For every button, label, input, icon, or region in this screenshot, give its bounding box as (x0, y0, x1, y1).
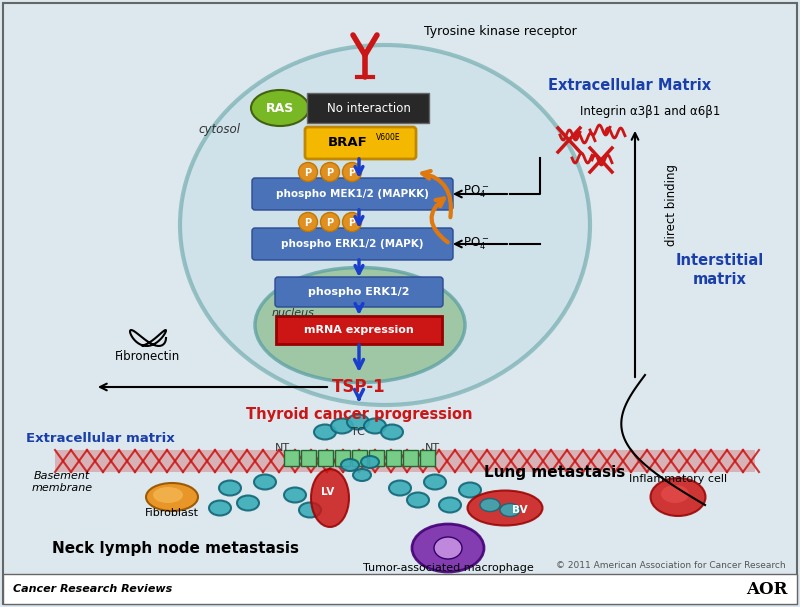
Text: Integrin α3β1 and α6β1: Integrin α3β1 and α6β1 (580, 106, 720, 118)
Text: Inflammatory cell: Inflammatory cell (629, 474, 727, 484)
Text: Neck lymph node metastasis: Neck lymph node metastasis (51, 540, 298, 555)
Text: Tyrosine kinase receptor: Tyrosine kinase receptor (424, 25, 576, 38)
Ellipse shape (314, 424, 336, 439)
FancyBboxPatch shape (420, 450, 435, 466)
Text: P: P (305, 168, 311, 177)
Circle shape (321, 163, 339, 181)
FancyBboxPatch shape (386, 450, 401, 466)
Ellipse shape (434, 537, 462, 559)
Ellipse shape (180, 45, 590, 405)
Text: Fibronectin: Fibronectin (115, 350, 181, 362)
Ellipse shape (255, 268, 465, 382)
Ellipse shape (650, 478, 706, 516)
Text: phospho ERK1/2 (MAPK): phospho ERK1/2 (MAPK) (281, 239, 423, 249)
Text: TC: TC (351, 427, 365, 437)
Ellipse shape (331, 418, 353, 433)
Circle shape (298, 163, 318, 181)
Ellipse shape (299, 503, 321, 518)
Text: Cancer Research Reviews: Cancer Research Reviews (13, 584, 172, 594)
FancyBboxPatch shape (301, 450, 316, 466)
FancyBboxPatch shape (3, 574, 797, 604)
Text: PO$_4^-$: PO$_4^-$ (463, 236, 489, 253)
Text: V600E: V600E (376, 134, 401, 143)
Text: P: P (349, 217, 355, 228)
Ellipse shape (500, 503, 520, 517)
FancyBboxPatch shape (275, 277, 443, 307)
Circle shape (298, 212, 318, 231)
Ellipse shape (412, 524, 484, 572)
Ellipse shape (381, 424, 403, 439)
Ellipse shape (389, 481, 411, 495)
Ellipse shape (219, 481, 241, 495)
Text: AΟR: AΟR (746, 580, 788, 597)
Ellipse shape (424, 475, 446, 489)
Text: Thyroid cancer progression: Thyroid cancer progression (246, 407, 472, 422)
Text: direct binding: direct binding (666, 164, 678, 246)
Ellipse shape (146, 483, 198, 511)
Text: P: P (326, 168, 334, 177)
Circle shape (342, 212, 362, 231)
FancyBboxPatch shape (305, 127, 416, 159)
Text: RAS: RAS (266, 101, 294, 115)
Ellipse shape (284, 487, 306, 503)
Ellipse shape (661, 485, 689, 503)
Ellipse shape (153, 487, 183, 503)
FancyBboxPatch shape (3, 3, 797, 604)
Text: mRNA expression: mRNA expression (304, 325, 414, 335)
Ellipse shape (439, 498, 461, 512)
FancyBboxPatch shape (369, 450, 384, 466)
Ellipse shape (480, 498, 500, 512)
Ellipse shape (341, 459, 359, 471)
Text: PO$_4^-$: PO$_4^-$ (463, 184, 489, 200)
Ellipse shape (407, 492, 429, 507)
Text: phospho ERK1/2: phospho ERK1/2 (308, 287, 410, 297)
Text: Extracellular matrix: Extracellular matrix (26, 432, 174, 444)
Ellipse shape (209, 501, 231, 515)
FancyBboxPatch shape (352, 450, 367, 466)
Ellipse shape (467, 490, 542, 526)
Text: Extracellular Matrix: Extracellular Matrix (549, 78, 711, 92)
Text: Tumor-associated macrophage: Tumor-associated macrophage (362, 563, 534, 573)
FancyBboxPatch shape (252, 178, 453, 210)
FancyBboxPatch shape (284, 450, 299, 466)
Text: P: P (305, 217, 311, 228)
Text: P: P (326, 217, 334, 228)
Text: LV: LV (322, 487, 334, 497)
Text: Fibroblast: Fibroblast (145, 508, 199, 518)
Text: NT: NT (274, 443, 290, 453)
FancyBboxPatch shape (307, 93, 429, 123)
FancyBboxPatch shape (55, 450, 755, 472)
Text: TSP-1: TSP-1 (332, 378, 386, 396)
Ellipse shape (254, 475, 276, 489)
Ellipse shape (459, 483, 481, 498)
Text: nucleus: nucleus (272, 308, 315, 318)
Text: Lung metastasis: Lung metastasis (484, 464, 626, 480)
FancyBboxPatch shape (335, 450, 350, 466)
Text: cytosol: cytosol (198, 123, 240, 137)
Text: phospho MEK1/2 (MAPKK): phospho MEK1/2 (MAPKK) (275, 189, 429, 199)
Ellipse shape (251, 90, 309, 126)
FancyBboxPatch shape (252, 228, 453, 260)
Text: P: P (349, 168, 355, 177)
Text: © 2011 American Association for Cancer Research: © 2011 American Association for Cancer R… (556, 560, 786, 569)
Text: Interstitial
matrix: Interstitial matrix (676, 253, 764, 287)
Ellipse shape (364, 418, 386, 433)
Text: Basement
membrane: Basement membrane (31, 471, 93, 493)
Circle shape (342, 163, 362, 181)
Text: No interaction: No interaction (327, 101, 411, 115)
Ellipse shape (311, 469, 349, 527)
Text: BRAF: BRAF (328, 137, 368, 149)
Ellipse shape (361, 456, 379, 468)
Ellipse shape (353, 469, 371, 481)
Circle shape (321, 212, 339, 231)
FancyBboxPatch shape (318, 450, 333, 466)
FancyBboxPatch shape (403, 450, 418, 466)
Text: NT: NT (425, 443, 439, 453)
Ellipse shape (237, 495, 259, 510)
Ellipse shape (347, 415, 369, 430)
Text: BV: BV (512, 505, 528, 515)
FancyBboxPatch shape (276, 316, 442, 344)
